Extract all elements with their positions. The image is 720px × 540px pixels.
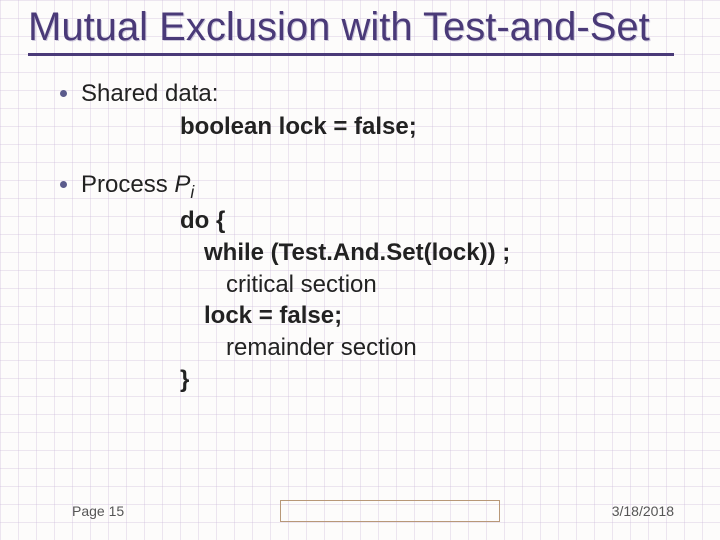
bullet-dot-icon (60, 90, 67, 97)
slide-content: Shared data: boolean lock = false; Proce… (28, 78, 692, 395)
process-var: P (174, 171, 190, 198)
code-line-while: while (Test.And.Set(lock)) ; (204, 237, 692, 269)
footer-placeholder-box (280, 500, 500, 522)
code-line-unlock: lock = false; (204, 300, 692, 332)
title-underline (28, 53, 674, 56)
bullet-2-text: Process Pi (81, 169, 194, 203)
slide-title: Mutual Exclusion with Test-and-Set (28, 6, 692, 49)
process-subscript: i (190, 182, 194, 202)
code-line-do: do { (180, 205, 692, 237)
bullet-dot-icon (60, 181, 67, 188)
spacer (60, 143, 692, 169)
slide-date: 3/18/2018 (612, 503, 674, 519)
code-line-critical: critical section (226, 269, 692, 301)
bullet-1-text: Shared data: (81, 78, 218, 109)
code-shared-decl: boolean lock = false; (180, 111, 692, 143)
code-line-close: } (180, 364, 692, 396)
slide: Mutual Exclusion with Test-and-Set Share… (0, 0, 720, 540)
code-line-remainder: remainder section (226, 332, 692, 364)
page-number: Page 15 (72, 503, 124, 519)
bullet-2: Process Pi (60, 169, 692, 203)
bullet-1: Shared data: (60, 78, 692, 109)
slide-footer: Page 15 3/18/2018 (0, 499, 720, 523)
bullet-2-prefix: Process (81, 171, 174, 198)
